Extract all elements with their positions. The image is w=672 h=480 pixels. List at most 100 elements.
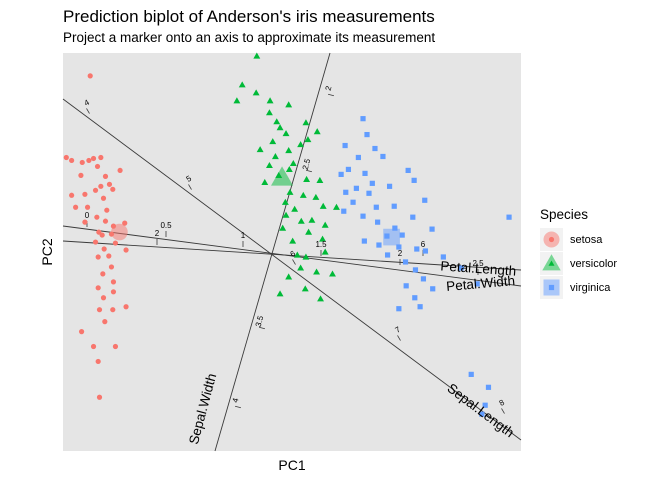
point-virginica	[399, 232, 405, 238]
legend-label-setosa: setosa	[570, 234, 603, 246]
point-versicolor	[282, 130, 290, 137]
axis-tick-label: 8	[498, 398, 507, 408]
point-versicolor	[316, 176, 324, 183]
axis-tick-label: 5	[185, 174, 194, 184]
point-versicolor	[276, 124, 284, 131]
point-virginica	[403, 283, 409, 289]
point-virginica	[345, 166, 352, 173]
point-virginica	[468, 371, 474, 377]
point-versicolor	[256, 146, 264, 153]
point-versicolor	[253, 52, 261, 59]
point-setosa	[94, 214, 100, 220]
point-setosa	[98, 154, 104, 161]
axis-tick-label: 2	[398, 249, 403, 258]
point-versicolor	[282, 211, 290, 218]
axis-tick-label: 1.5	[315, 240, 327, 249]
legend-label-versicolor: versicolor	[570, 258, 617, 270]
axis-tick-label: 7	[394, 325, 403, 335]
point-versicolor	[279, 224, 287, 231]
point-virginica	[360, 116, 366, 122]
point-setosa	[123, 304, 129, 310]
point-versicolor	[238, 81, 246, 88]
point-versicolor	[291, 205, 299, 212]
point-setosa	[101, 246, 107, 252]
axis-line-petal-length	[62, 240, 522, 271]
point-virginica	[396, 244, 402, 250]
axis-tick-label: 4	[231, 397, 241, 404]
point-setosa	[96, 229, 102, 235]
legend-title: Species	[540, 207, 588, 222]
point-virginica	[440, 254, 446, 260]
point-setosa	[87, 73, 93, 79]
centroid-versicolor	[271, 166, 294, 186]
plot-panel	[63, 53, 521, 451]
point-virginica	[369, 180, 375, 186]
point-setosa	[78, 329, 85, 335]
x-axis-label: PC1	[278, 457, 305, 473]
point-setosa	[99, 232, 105, 238]
axis-tick-label: 6	[421, 240, 426, 249]
point-setosa	[92, 187, 99, 193]
point-versicolor	[313, 268, 321, 275]
axis-line-petal-width	[62, 225, 522, 287]
point-virginica	[411, 177, 417, 183]
point-setosa	[110, 279, 117, 285]
point-setosa	[82, 191, 88, 197]
point-virginica	[412, 267, 419, 273]
axis-name-petal-length: Petal.Length	[440, 258, 517, 278]
point-versicolor	[285, 273, 293, 280]
point-virginica	[350, 199, 356, 205]
point-setosa	[78, 172, 84, 178]
point-setosa	[96, 307, 103, 313]
point-setosa	[123, 247, 129, 253]
point-virginica	[366, 190, 372, 196]
point-setosa	[104, 207, 110, 213]
axis-tick-mark	[305, 169, 313, 173]
axis-tick-mark	[292, 259, 296, 265]
axis-tick-label: 4	[83, 98, 92, 108]
point-setosa	[90, 343, 97, 350]
axis-line-sepal-width	[214, 52, 331, 452]
point-setosa	[69, 192, 75, 198]
point-versicolor	[293, 251, 301, 258]
point-virginica	[474, 281, 480, 287]
point-versicolor	[285, 101, 293, 108]
point-versicolor	[317, 295, 324, 302]
point-virginica	[422, 248, 429, 254]
point-setosa	[122, 220, 128, 226]
legend-label-virginica: virginica	[570, 282, 611, 294]
point-versicolor	[252, 89, 260, 96]
point-versicolor	[271, 153, 279, 160]
axis-tick-mark	[397, 335, 401, 341]
point-setosa	[73, 204, 79, 210]
point-versicolor	[276, 290, 284, 297]
point-virginica	[420, 276, 427, 282]
point-setosa	[117, 167, 123, 174]
point-versicolor	[333, 203, 340, 210]
point-setosa	[79, 159, 85, 166]
point-setosa	[96, 394, 103, 400]
axis-tick-mark	[86, 108, 90, 114]
point-setosa	[86, 157, 92, 164]
point-virginica	[375, 219, 381, 225]
point-versicolor	[321, 221, 329, 228]
axis-tick-label: 6	[289, 249, 298, 259]
point-setosa	[102, 173, 109, 179]
point-virginica	[376, 242, 382, 248]
point-virginica	[355, 154, 361, 161]
point-setosa	[92, 239, 99, 245]
point-versicolor	[308, 216, 316, 223]
point-virginica	[384, 252, 391, 258]
point-setosa	[108, 264, 115, 270]
point-versicolor	[301, 285, 309, 292]
point-virginica	[360, 213, 366, 219]
legend-key-dot-setosa	[548, 236, 555, 243]
point-setosa	[112, 240, 119, 246]
point-versicolor	[312, 193, 320, 200]
point-versicolor	[313, 128, 321, 135]
point-virginica	[361, 238, 367, 244]
axis-tick-label: 1	[241, 231, 246, 240]
point-versicolor	[289, 237, 297, 244]
point-virginica	[396, 306, 402, 312]
